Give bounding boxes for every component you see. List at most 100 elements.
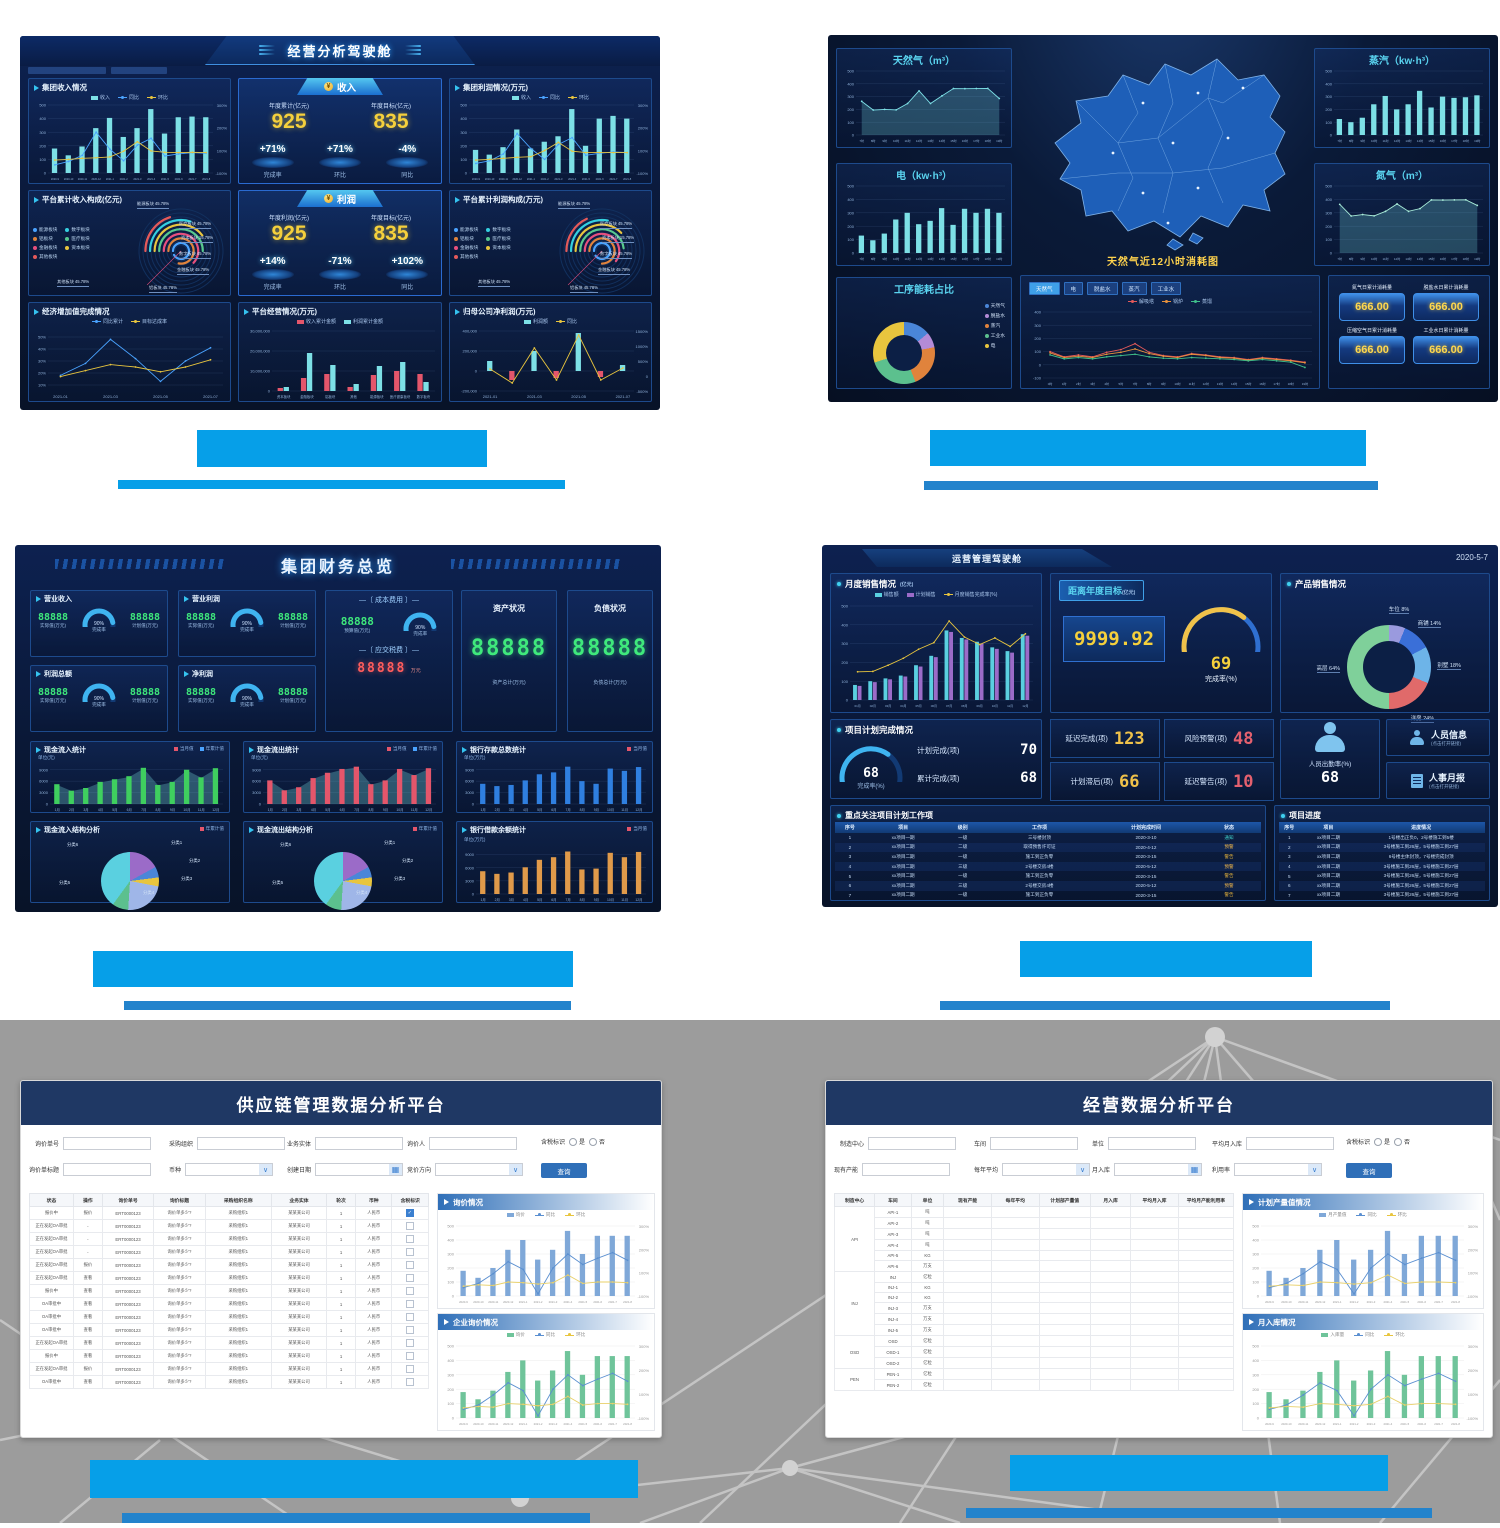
tax-checkbox[interactable] xyxy=(406,1209,415,1217)
tax-checkbox[interactable] xyxy=(406,1326,415,1334)
table-row[interactable]: INJ-3 万支 xyxy=(835,1302,1235,1314)
workshop-cell[interactable]: INJ-2 xyxy=(874,1292,912,1303)
radio-是[interactable]: 是 xyxy=(569,1137,585,1146)
table-row[interactable]: 1 xx项目一期 一级 三号楼封顶 2020-3-10 通知 xyxy=(835,833,1261,843)
workshop-cell[interactable]: API-3 xyxy=(874,1228,912,1240)
table-row[interactable]: 正在发起OA审批 报价 ERT0000123 询价单多少? 采购组织1 某某某公司 1 人民币 xyxy=(29,1258,429,1272)
tab-天然气[interactable]: 天然气 xyxy=(1029,282,1060,295)
radio-是[interactable]: 是 xyxy=(1374,1137,1390,1146)
filter-input[interactable] xyxy=(197,1137,286,1150)
table-row[interactable]: OA审批中 查看 ERT0000123 询价单多少? 采购组织1 某某某公司 1 人民币 xyxy=(29,1297,429,1311)
workshop-cell[interactable]: API-2 xyxy=(874,1217,912,1229)
filter-input[interactable] xyxy=(315,1137,404,1150)
table-row[interactable]: OA审批中 查看 ERT0000123 询价单多少? 采购组织1 某某某公司 1 人民币 xyxy=(29,1323,429,1337)
table-row[interactable]: 3 xx项目二期 一级 施工到正负零 2020-3-15 警告 xyxy=(835,852,1261,862)
filter-input[interactable] xyxy=(990,1137,1079,1150)
table-row[interactable]: API-5 KG xyxy=(835,1250,1235,1261)
workshop-cell[interactable]: API-6 xyxy=(874,1260,912,1272)
filter-select[interactable] xyxy=(1234,1163,1323,1176)
table-row[interactable]: 正在发起OA审批 查看 ERT0000123 询价单多少? 采购组织1 某某某公司 1 人民币 xyxy=(29,1271,429,1285)
table-row[interactable]: 3 xx项目二期 6号楼主体封顶，7号楼完成封顶 xyxy=(1279,852,1485,862)
tax-checkbox[interactable] xyxy=(406,1274,415,1282)
table-row[interactable]: OSD-1 亿粒 xyxy=(835,1346,1235,1358)
workshop-cell[interactable]: INJ-3 xyxy=(874,1302,912,1314)
table-row[interactable]: INJ-4 万支 xyxy=(835,1313,1235,1325)
tax-checkbox[interactable] xyxy=(406,1235,415,1243)
tax-checkbox[interactable] xyxy=(406,1300,415,1308)
tax-checkbox[interactable] xyxy=(406,1248,415,1256)
table-row[interactable]: 6 xx项目二期 3号楼施工到26层，5号楼施工到27层 xyxy=(1279,880,1485,891)
table-row[interactable]: 4 xx项目二期 3号楼施工到26层，5号楼施工到27层 xyxy=(1279,861,1485,872)
filter-input[interactable] xyxy=(63,1137,152,1150)
filter-select[interactable] xyxy=(185,1163,274,1176)
table-row[interactable]: API-4 吨 xyxy=(835,1239,1235,1251)
filter-input[interactable] xyxy=(63,1163,152,1176)
workshop-cell[interactable]: INJ xyxy=(874,1271,912,1283)
table-row[interactable]: INJ-1 KG xyxy=(835,1282,1235,1293)
tab-电[interactable]: 电 xyxy=(1063,282,1084,295)
tax-checkbox[interactable] xyxy=(406,1339,415,1347)
table-row[interactable]: 6 xx项目二期 三级 2号楼交房4楼 2020-5-12 预警 xyxy=(835,880,1261,891)
table-row[interactable]: 正在发起OA审批 - ERT0000123 询价单多少? 采购组织1 某某某公司 1 人民币 xyxy=(29,1232,429,1246)
workshop-cell[interactable]: INJ-4 xyxy=(874,1313,912,1325)
table-row[interactable]: 7 xx项目二期 一级 施工到正负零 2020-3-15 警告 xyxy=(835,891,1261,901)
table-row[interactable]: API-3 吨 xyxy=(835,1228,1235,1240)
tab-蒸汽[interactable]: 蒸汽 xyxy=(1121,282,1147,295)
table-row[interactable]: API-6 万支 xyxy=(835,1260,1235,1272)
table-row[interactable]: OA审批中 查看 ERT0000123 询价单多少? 采购组织1 某某某公司 1 人民币 xyxy=(29,1310,429,1324)
table-row[interactable]: 2 xx项目二期 二级 取得预售许可证 2020-4-12 预警 xyxy=(835,842,1261,853)
table-row[interactable]: 报价中 报价 ERT0000123 询价单多少? 采购组织1 某某某公司 1 人民币 xyxy=(29,1206,429,1220)
table-row[interactable]: INJ-2 KG xyxy=(835,1292,1235,1303)
table-row[interactable]: 报价中 查看 ERT0000123 询价单多少? 采购组织1 某某某公司 1 人民币 xyxy=(29,1284,429,1298)
table-row[interactable]: 正在发起OA审批 - ERT0000123 询价单多少? 采购组织1 某某某公司 1 人民币 xyxy=(29,1245,429,1259)
link-card-personnel-info[interactable]: 人员信息 (点击打开链接) xyxy=(1386,719,1490,756)
filter-input[interactable] xyxy=(862,1163,951,1176)
workshop-cell[interactable]: API-1 xyxy=(874,1206,912,1218)
link-card-hr-monthly-report[interactable]: 人事月报 (点击打开链接) xyxy=(1386,762,1490,799)
table-row[interactable]: OSD OSD 亿粒 xyxy=(833,1335,1235,1369)
table-row[interactable]: PEN-2 亿粒 xyxy=(835,1379,1235,1391)
table-row[interactable]: INJ-5 万支 xyxy=(835,1324,1235,1336)
filter-input[interactable] xyxy=(429,1137,518,1150)
tax-checkbox[interactable] xyxy=(406,1222,415,1230)
tax-checkbox[interactable] xyxy=(406,1378,415,1386)
radio-否[interactable]: 否 xyxy=(589,1137,605,1146)
table-row[interactable]: PEN PEN-1 亿粒 xyxy=(833,1368,1235,1391)
filter-input[interactable] xyxy=(868,1137,957,1150)
tax-checkbox[interactable] xyxy=(406,1352,415,1360)
table-row[interactable]: 4 xx项目二期 三级 2号楼交房4楼 2020-5-12 预警 xyxy=(835,861,1261,872)
workshop-cell[interactable]: OSD xyxy=(874,1335,912,1347)
table-row[interactable]: 正在发起OA审批 - ERT0000123 询价单多少? 采购组织1 某某某公司 1 人民币 xyxy=(29,1219,429,1233)
dashboard1-tab-strip[interactable] xyxy=(28,67,167,74)
table-row[interactable]: 5 xx项目二期 一级 施工到正负零 2020-3-15 警告 xyxy=(835,871,1261,881)
table-row[interactable]: API-2 吨 xyxy=(835,1217,1235,1229)
table-row[interactable]: OSD-2 亿粒 xyxy=(835,1357,1235,1369)
filter-input[interactable] xyxy=(1108,1137,1197,1150)
table-row[interactable]: INJ INJ 亿粒 xyxy=(833,1271,1235,1336)
tax-checkbox[interactable] xyxy=(406,1287,415,1295)
energy-trend-tabs[interactable]: 天然气电脱盐水 蒸汽 工业水 xyxy=(1029,282,1182,295)
table-row[interactable]: API API-1 吨 xyxy=(833,1206,1235,1272)
workshop-cell[interactable]: PEN-1 xyxy=(874,1368,912,1380)
tax-checkbox[interactable] xyxy=(406,1313,415,1321)
workshop-cell[interactable]: OSD-1 xyxy=(874,1346,912,1358)
filter-input[interactable] xyxy=(1246,1137,1335,1150)
tab-工业水[interactable]: 工业水 xyxy=(1150,282,1182,295)
table-row[interactable]: 报价中 查看 ERT0000123 询价单多少? 采购组织1 某某某公司 1 人民币 xyxy=(29,1349,429,1363)
table-row[interactable]: 7 xx项目二期 3号楼施工到26层，5号楼施工到27层 xyxy=(1279,891,1485,901)
table-row[interactable]: OA审批中 查看 ERT0000123 询价单多少? 采购组织1 某某某公司 1 人民币 xyxy=(29,1375,429,1389)
workshop-cell[interactable]: OSD-2 xyxy=(874,1357,912,1369)
table-row[interactable]: 5 xx项目二期 3号楼施工到26层，5号楼施工到27层 xyxy=(1279,871,1485,881)
table-row[interactable]: 1 xx项目二期 1号楼出正负0，2号楼施工到5楼 xyxy=(1279,833,1485,843)
filter-select[interactable] xyxy=(1002,1163,1091,1176)
radio-否[interactable]: 否 xyxy=(1394,1137,1410,1146)
workshop-cell[interactable]: API-5 xyxy=(874,1250,912,1261)
workshop-cell[interactable]: INJ-1 xyxy=(874,1282,912,1293)
workshop-cell[interactable]: API-4 xyxy=(874,1239,912,1251)
province-map[interactable] xyxy=(1023,43,1303,251)
table-row[interactable]: 正在发起OA审批 报价 ERT0000123 询价单多少? 采购组织1 某某某公司 1 人民币 xyxy=(29,1362,429,1376)
tab-脱盐水[interactable]: 脱盐水 xyxy=(1087,282,1118,295)
table-row[interactable]: 正在发起OA审批 查看 ERT0000123 询价单多少? 采购组织1 某某某公司 1 人民币 xyxy=(29,1336,429,1350)
filter-date[interactable] xyxy=(315,1163,404,1176)
search-button[interactable]: 查询 xyxy=(1346,1163,1392,1178)
